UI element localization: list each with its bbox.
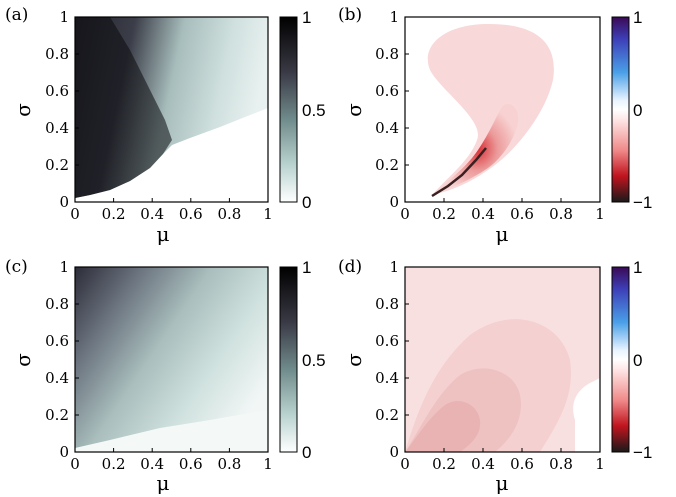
y-ticks: 0 0.2 0.4 0.6 0.8 1	[45, 8, 79, 211]
y-axis-label: σ	[342, 103, 366, 117]
x-tick-label: 0.2	[432, 205, 456, 223]
y-tick-label: 1	[59, 8, 69, 26]
y-tick-label: 0.2	[45, 156, 69, 174]
y-tick-label: 0.6	[375, 82, 399, 100]
x-ticks: 0 0.2 0.4 0.6 0.8 1	[70, 448, 273, 473]
colorbar-tick-bottom: 0	[302, 443, 311, 462]
y-tick-label: 0.8	[45, 45, 69, 63]
panel-label: (c)	[5, 257, 28, 277]
x-tick-label: 0.2	[102, 205, 126, 223]
y-tick-label: 0.6	[375, 332, 399, 350]
x-tick-label: 0.4	[471, 205, 495, 223]
x-tick-label: 0.2	[432, 455, 456, 473]
x-tick-label: 0.6	[179, 455, 203, 473]
colorbar-tick-mid: 0.5	[302, 101, 326, 120]
y-tick-label: 0.2	[45, 406, 69, 424]
x-axis-label: μ	[157, 222, 170, 246]
panel-a: (a) 0 0.2 0.4 0.6 0.8 1 0 0.2 0.4 0.6 0.8 1 μ σ 1 …	[5, 5, 326, 246]
x-tick-label: 0.6	[510, 205, 534, 223]
plot-area	[74, 266, 269, 453]
y-ticks: 0 0.2 0.4 0.6 0.8 1	[375, 8, 409, 211]
colorbar-tick-top: 1	[633, 8, 642, 27]
panel-label: (d)	[338, 257, 362, 277]
y-tick-label: 0.8	[375, 295, 399, 313]
y-tick-label: 0.4	[45, 369, 69, 387]
plot-area	[74, 16, 269, 203]
x-tick-label: 0.4	[140, 205, 164, 223]
colorbar-tick-bottom: −1	[633, 193, 652, 212]
x-ticks: 0 0.2 0.4 0.6 0.8 1	[70, 198, 273, 223]
x-tick-label: 1	[595, 455, 605, 473]
x-ticks: 0 0.2 0.4 0.6 0.8 1	[400, 198, 605, 223]
y-tick-label: 0.8	[375, 45, 399, 63]
x-tick-label: 1	[263, 455, 273, 473]
x-tick-label: 0.4	[471, 455, 495, 473]
y-tick-label: 0	[59, 443, 69, 461]
panel-c: (c) 0 0.2 0.4 0.6 0.8 1 0 0.2 0.4 0.6 0.8 1 μ σ 1 …	[5, 257, 326, 495]
colorbar: 1 0.5 0	[279, 258, 326, 462]
y-axis-label: σ	[11, 353, 35, 367]
x-tick-label: 0	[70, 455, 80, 473]
x-tick-label: 0.8	[549, 455, 573, 473]
y-ticks: 0 0.2 0.4 0.6 0.8 1	[45, 258, 79, 461]
colorbar-tick-mid: 0	[633, 101, 642, 120]
x-tick-label: 0.4	[140, 455, 164, 473]
colorbar-tick-mid: 0	[633, 351, 642, 370]
y-axis-label: σ	[11, 103, 35, 117]
y-tick-label: 0.2	[375, 406, 399, 424]
colorbar: 1 0 −1	[611, 8, 652, 212]
y-tick-label: 0	[389, 443, 399, 461]
y-tick-label: 0	[59, 193, 69, 211]
colorbar-tick-bottom: −1	[633, 443, 652, 462]
x-tick-label: 1	[263, 205, 273, 223]
y-ticks: 0 0.2 0.4 0.6 0.8 1	[375, 258, 409, 461]
plot-area	[404, 16, 601, 203]
y-tick-label: 0.8	[45, 295, 69, 313]
colorbar-tick-top: 1	[633, 258, 642, 277]
colorbar-tick-bottom: 0	[302, 193, 311, 212]
y-tick-label: 0	[389, 193, 399, 211]
x-tick-label: 0.6	[510, 455, 534, 473]
x-tick-label: 0.8	[217, 205, 241, 223]
y-tick-label: 1	[59, 258, 69, 276]
plot-area	[404, 266, 601, 453]
x-tick-label: 0.8	[549, 205, 573, 223]
y-tick-label: 0.6	[45, 332, 69, 350]
y-tick-label: 1	[389, 8, 399, 26]
x-ticks: 0 0.2 0.4 0.6 0.8 1	[400, 448, 605, 473]
y-tick-label: 0.4	[375, 119, 399, 137]
y-tick-label: 1	[389, 258, 399, 276]
y-tick-label: 0.6	[45, 82, 69, 100]
x-tick-label: 0.2	[102, 455, 126, 473]
x-axis-label: μ	[496, 222, 509, 246]
x-tick-label: 0	[70, 205, 80, 223]
x-axis-label: μ	[496, 471, 509, 495]
y-axis-label: σ	[342, 353, 366, 367]
panel-label: (a)	[5, 5, 28, 25]
colorbar-tick-mid: 0.5	[302, 351, 326, 370]
y-tick-label: 0.2	[375, 156, 399, 174]
colorbar: 1 0 −1	[611, 258, 652, 462]
panel-d: (d) 0 0.2 0.4 0.6 0.8 1 0 0.2 0.4 0.6 0.8 1 μ σ 1 …	[338, 257, 652, 495]
colorbar-tick-top: 1	[302, 258, 311, 277]
x-tick-label: 0.8	[217, 455, 241, 473]
colorbar-tick-top: 1	[302, 8, 311, 27]
panel-label: (b)	[338, 5, 362, 25]
y-tick-label: 0.4	[375, 369, 399, 387]
x-tick-label: 1	[595, 205, 605, 223]
x-tick-label: 0	[400, 455, 410, 473]
x-axis-label: μ	[157, 471, 170, 495]
x-tick-label: 0.6	[179, 205, 203, 223]
panel-b: (b) 0 0.2 0.4 0.6 0.8 1 0 0.2 0.4 0.6 0.8 1 μ σ 1 …	[338, 5, 652, 246]
x-tick-label: 0	[400, 205, 410, 223]
y-tick-label: 0.4	[45, 119, 69, 137]
colorbar: 1 0.5 0	[279, 8, 326, 212]
